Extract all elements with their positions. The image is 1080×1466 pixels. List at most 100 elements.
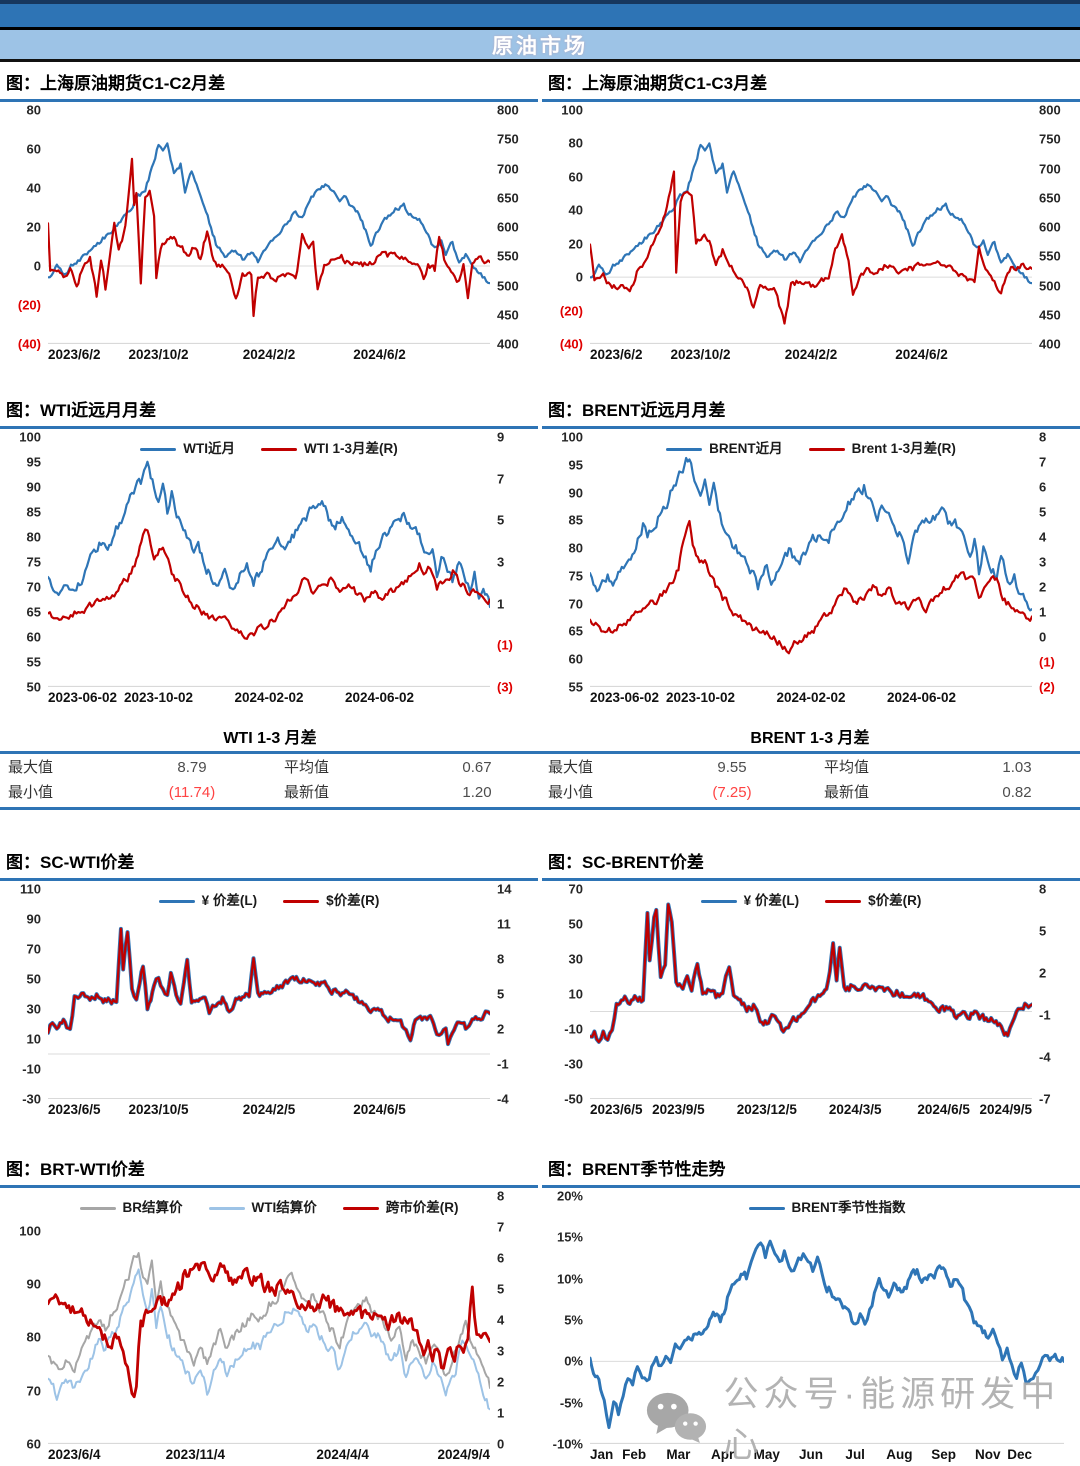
- stat-value: (11.74): [168, 784, 216, 801]
- x-axis-tick-label: Feb: [622, 1447, 647, 1462]
- axis-tick-label: 8: [497, 951, 505, 967]
- axis-tick-label: 30: [26, 1001, 41, 1017]
- axis-tick-label: 800: [497, 102, 519, 118]
- axis-tick-label: -4: [497, 1091, 509, 1107]
- left-axis-ticks: 70 50 30 10 -10 -30 -50: [544, 882, 590, 1107]
- legend-item: ¥ 价差(L): [158, 889, 257, 909]
- axis-tick-label: 90: [26, 911, 41, 927]
- chart-row-3: 图：SC-WTI价差 110 90 70 50 30 10 -10 -30 ¥ 价差(L) $价差…: [0, 844, 1080, 1123]
- x-axis-tick-label: 2024/6/2: [353, 347, 406, 362]
- stats-tables: WTI 1-3 月差 最大值 8.79 平均值 0.67 最小值 (11.74)…: [0, 723, 1080, 810]
- stat-table-wti: WTI 1-3 月差 最大值 8.79 平均值 0.67 最小值 (11.74)…: [0, 723, 540, 810]
- axis-tick-label: 15%: [556, 1229, 583, 1245]
- axis-tick-label: 800: [1039, 102, 1061, 118]
- chart-legend: BR结算价 WTI结算价 跨市价差(R): [48, 1196, 490, 1216]
- stat-value: 1.03: [1002, 759, 1032, 776]
- chart-plot-area: BRENT季节性指数: [590, 1196, 1064, 1444]
- axis-tick-label: 60: [568, 169, 583, 185]
- chart-title: 图：BRENT季节性走势: [542, 1151, 1080, 1188]
- axis-tick-label: -10: [564, 1021, 583, 1037]
- table-row: 最小值 (11.74) 最新值 1.20: [0, 780, 540, 805]
- right-axis-ticks: 8 7 6 5 4 3 2 1 0: [490, 1189, 536, 1452]
- chart-plot-area: BR结算价 WTI结算价 跨市价差(R): [48, 1196, 490, 1444]
- legend-swatch-icon: [261, 447, 297, 452]
- chart-plot-region: 110 90 70 50 30 10 -10 -30 ¥ 价差(L) $价差(R) 14 11 8 5 2 -…: [0, 881, 538, 1107]
- legend-swatch-icon: [808, 447, 845, 452]
- axis-tick-label: 600: [1039, 219, 1061, 235]
- chart-title: 图：SC-WTI价差: [0, 844, 538, 881]
- axis-tick-label: 2: [497, 1374, 505, 1390]
- axis-tick-label: 65: [26, 604, 41, 620]
- chart-plot-region: 100 80 60 40 20 0 (20) (40) 800 750 700 650 600 550 50…: [542, 102, 1080, 352]
- chart-row-2: 图：WTI近远月月差 100 95 90 85 80 75 70 65 60 55 50 WTI近月 W…: [0, 392, 1080, 711]
- x-axis-tick-label: Dec: [1007, 1447, 1032, 1462]
- left-axis-ticks: 100 80 60 40 20 0 (20) (40): [544, 103, 590, 352]
- series-blue-line: [48, 929, 490, 1044]
- axis-tick-label: 10%: [556, 1271, 583, 1287]
- axis-tick-label: 70: [26, 941, 41, 957]
- axis-tick-label: 70: [568, 596, 583, 612]
- axis-tick-label: 65: [568, 623, 583, 639]
- page-title: 原油市场: [492, 34, 588, 58]
- axis-tick-label: 9: [497, 429, 505, 445]
- axis-tick-label: 20: [568, 236, 583, 252]
- x-axis-tick-label: 2024-02-02: [234, 690, 304, 705]
- chart-brent-seasonality: 图：BRENT季节性走势 20% 15% 10% 5% 0% -5% -10% BRENT季节…: [542, 1151, 1080, 1466]
- x-axis-tick-label: 2024/6/5: [917, 1102, 970, 1117]
- axis-tick-label: 8: [1039, 881, 1047, 897]
- chart-title: 图：WTI近远月月差: [0, 392, 538, 429]
- x-axis-labels: 2023/6/5 2023/10/5 2024/2/5 2024/6/5: [48, 1102, 490, 1123]
- legend-item: ¥ 价差(L): [700, 889, 799, 909]
- axis-tick-label: 6: [497, 1250, 505, 1266]
- legend-swatch-icon: [748, 1206, 785, 1211]
- axis-tick-label: -50: [564, 1091, 583, 1107]
- legend-swatch-icon: [208, 1206, 245, 1211]
- table-row: 最大值 9.55 平均值 1.03: [540, 755, 1080, 780]
- stat-value: 0.67: [462, 759, 492, 776]
- stat-label: 最大值: [8, 759, 54, 776]
- legend-swatch-icon: [342, 1206, 379, 1211]
- axis-tick-label: 750: [1039, 131, 1061, 147]
- stat-label: 最新值: [284, 784, 330, 801]
- axis-tick-label: 2: [497, 1021, 505, 1037]
- axis-tick-label: 8: [497, 1188, 505, 1204]
- table-row: 最小值 (7.25) 最新值 0.82: [540, 780, 1080, 805]
- axis-tick-label: 85: [26, 504, 41, 520]
- legend-item: BR结算价: [79, 1196, 183, 1216]
- legend-label: WTI结算价: [251, 1200, 317, 1215]
- axis-tick-label: -1: [1039, 1007, 1051, 1023]
- right-axis-ticks: 9 7 5 3 1 (1) (3): [490, 430, 536, 695]
- axis-tick-label: -4: [1039, 1049, 1051, 1065]
- axis-tick-label: (20): [17, 297, 41, 313]
- legend-label: 跨市价差(R): [385, 1200, 459, 1215]
- axis-tick-label: 20%: [556, 1188, 583, 1204]
- axis-tick-label: 100: [19, 1223, 41, 1239]
- axis-tick-label: 55: [26, 654, 41, 670]
- x-axis-tick-label: 2024-06-02: [886, 690, 957, 705]
- x-axis-tick-label: 2024/6/2: [895, 347, 948, 362]
- stat-table-title: BRENT 1-3 月差: [540, 723, 1080, 754]
- x-axis-tick-label: 2023-10-02: [665, 690, 736, 705]
- top-navy-strip: [0, 0, 1080, 4]
- x-axis-tick-label: Jan: [590, 1447, 614, 1462]
- x-axis-tick-label: 2024/9/5: [979, 1102, 1032, 1117]
- axis-tick-label: 50: [26, 971, 41, 987]
- chart-row-4: 图：BRT-WTI价差 100 90 80 70 60 BR结算价 WTI结算价 跨市价差(R…: [0, 1151, 1080, 1466]
- x-axis-tick-label: 2023/6/2: [48, 347, 101, 362]
- x-axis-tick-label: 2024/2/2: [242, 347, 296, 362]
- axis-tick-label: 95: [568, 457, 583, 473]
- x-axis-tick-label: 2024-06-02: [344, 690, 415, 705]
- right-axis-ticks: 800 750 700 650 600 550 500 450 400: [1032, 103, 1078, 352]
- legend-swatch-icon: [666, 447, 703, 452]
- chart-brent-month-spread: 图：BRENT近远月月差 100 95 90 85 80 75 70 65 60 55 BRENT近…: [542, 392, 1080, 711]
- chart-plot-region: 70 50 30 10 -10 -30 -50 ¥ 价差(L) $价差(R) 8 5 2 -1 -4 -7: [542, 881, 1080, 1107]
- axis-tick-label: 2: [1039, 579, 1047, 595]
- legend-label: Brent 1-3月差(R): [851, 441, 956, 456]
- legend-item: $价差(R): [283, 889, 379, 909]
- axis-tick-label: 0%: [564, 1353, 583, 1369]
- axis-tick-label: 75: [26, 554, 41, 570]
- legend-item: Brent 1-3月差(R): [808, 437, 956, 457]
- axis-tick-label: 5%: [564, 1312, 583, 1328]
- axis-tick-label: (3): [497, 679, 513, 695]
- axis-tick-label: 85: [568, 512, 583, 528]
